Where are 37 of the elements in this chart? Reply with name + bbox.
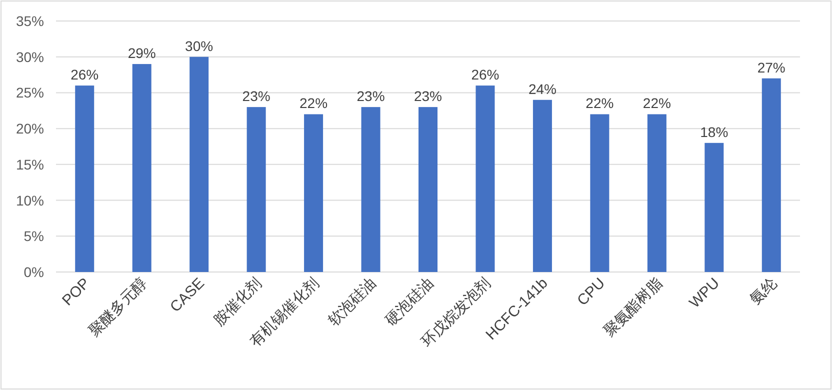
x-tick-label: 软泡硅油 [325,274,380,330]
bar [590,114,610,272]
bar [304,114,324,272]
y-tick-label: 0% [24,264,44,280]
bar [704,142,724,272]
bar [762,78,781,272]
data-label: 22% [586,95,614,112]
data-label: 18% [700,124,728,140]
data-label: 24% [528,80,556,97]
data-label: 23% [414,88,442,104]
y-tick-label: 20% [16,120,44,137]
bar [647,114,666,272]
bar [75,86,94,272]
y-tick-label: 10% [16,192,44,208]
bar [476,86,495,272]
y-tick-label: 5% [24,228,44,244]
bar [361,107,380,272]
data-label: 22% [300,95,328,112]
data-label: 27% [757,59,786,76]
data-label: 23% [356,88,385,104]
data-label: 29% [128,45,156,62]
bar [532,100,552,272]
y-tick-label: 25% [16,84,44,101]
bar [418,107,438,272]
data-label: 23% [242,88,270,104]
y-tick-label: 30% [16,48,44,65]
y-tick-label: 15% [16,156,44,172]
data-label: 26% [70,66,99,83]
x-tick-label: 聚醚多元醇 [86,274,151,340]
y-tick-label: 35% [16,13,44,29]
bar [132,64,152,272]
data-label: 22% [642,95,671,112]
x-tick-label: 氨纶 [746,274,780,308]
data-label: 30% [185,38,214,54]
bar [190,56,209,272]
bar [246,107,266,272]
data-label: 26% [471,66,500,83]
